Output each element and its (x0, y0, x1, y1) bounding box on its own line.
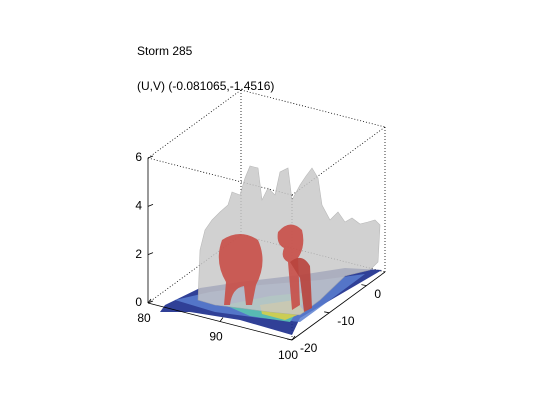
chart-subtitle: (U,V) (-0.081065,-1.4516) (137, 79, 274, 93)
isosurfaces (160, 165, 382, 335)
z-tick (147, 300, 154, 304)
red-isosurface (277, 224, 304, 310)
y-tick-label: -10 (337, 314, 355, 328)
z-tick-label: 2 (135, 247, 142, 261)
z-tick (147, 252, 154, 256)
y-tick (361, 284, 367, 286)
x-tick (147, 298, 152, 304)
y-tick (286, 338, 293, 341)
box-edge (147, 89, 242, 159)
z-tick (147, 155, 154, 159)
box-edge (240, 89, 386, 128)
z-tick-label: 4 (135, 199, 142, 213)
axes-front: 0 2 4 6 80 90 100 -20 -10 0 (135, 150, 386, 362)
box-edge (291, 126, 386, 196)
x-tick-label: 90 (209, 330, 223, 344)
x-tick (291, 335, 296, 341)
x-tick-label: 100 (278, 348, 298, 362)
red-isosurface (290, 257, 312, 312)
x-tick (219, 317, 224, 322)
x-tick-label: 80 (137, 311, 151, 325)
y-tick-label: -20 (300, 341, 318, 355)
chart-title: Storm 285 (137, 44, 193, 58)
y-axis (291, 271, 386, 341)
z-tick-label: 6 (135, 150, 142, 164)
y-tick-label: 0 (374, 287, 381, 301)
red-isosurface (218, 234, 263, 305)
z-tick-label: 0 (135, 295, 142, 309)
y-tick (324, 311, 330, 314)
z-tick (147, 203, 154, 207)
